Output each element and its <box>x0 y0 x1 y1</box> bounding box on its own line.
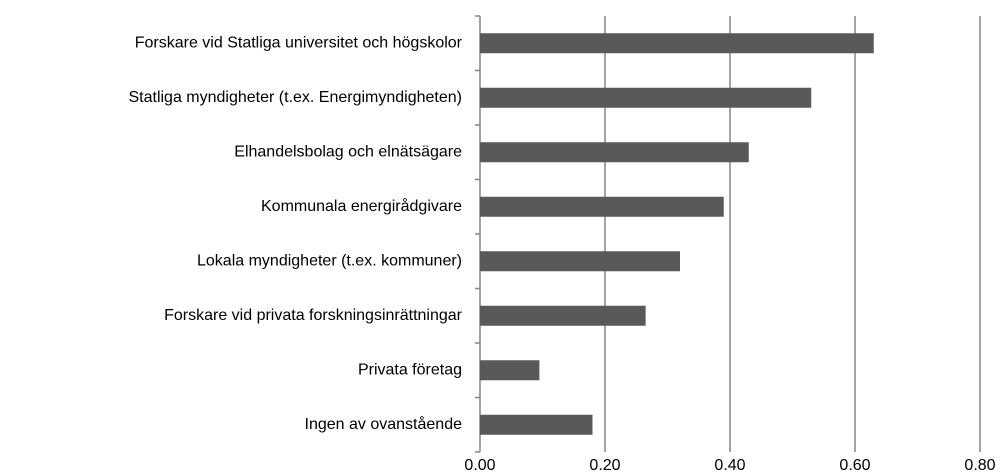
bar <box>480 305 646 326</box>
y-tick-label: Forskare vid privata forskningsinrättnin… <box>164 307 463 324</box>
y-tick-label: Privata företag <box>358 361 462 378</box>
bar <box>480 142 749 163</box>
bar <box>480 87 812 108</box>
y-tick-label: Elhandelsbolag och elnätsägare <box>234 143 462 160</box>
x-tick-label: 0.80 <box>964 457 995 474</box>
y-tick-label: Forskare vid Statliga universitet och hö… <box>135 34 463 51</box>
y-tick-label: Statliga myndigheter (t.ex. Energimyndig… <box>128 89 462 106</box>
bar <box>480 251 680 272</box>
y-tick-label: Ingen av ovanstående <box>305 415 463 433</box>
x-tick-label: 0.60 <box>839 457 870 474</box>
x-tick-label: 0.00 <box>464 457 495 474</box>
bar <box>480 414 593 435</box>
bar <box>480 33 874 54</box>
x-tick-label: 0.20 <box>589 457 620 474</box>
y-tick-label: Kommunala energirådgivare <box>261 197 462 215</box>
bar <box>480 196 724 217</box>
y-tick-label: Lokala myndigheter (t.ex. kommuner) <box>197 252 462 269</box>
bar <box>480 360 540 381</box>
x-tick-label: 0.40 <box>714 457 745 474</box>
